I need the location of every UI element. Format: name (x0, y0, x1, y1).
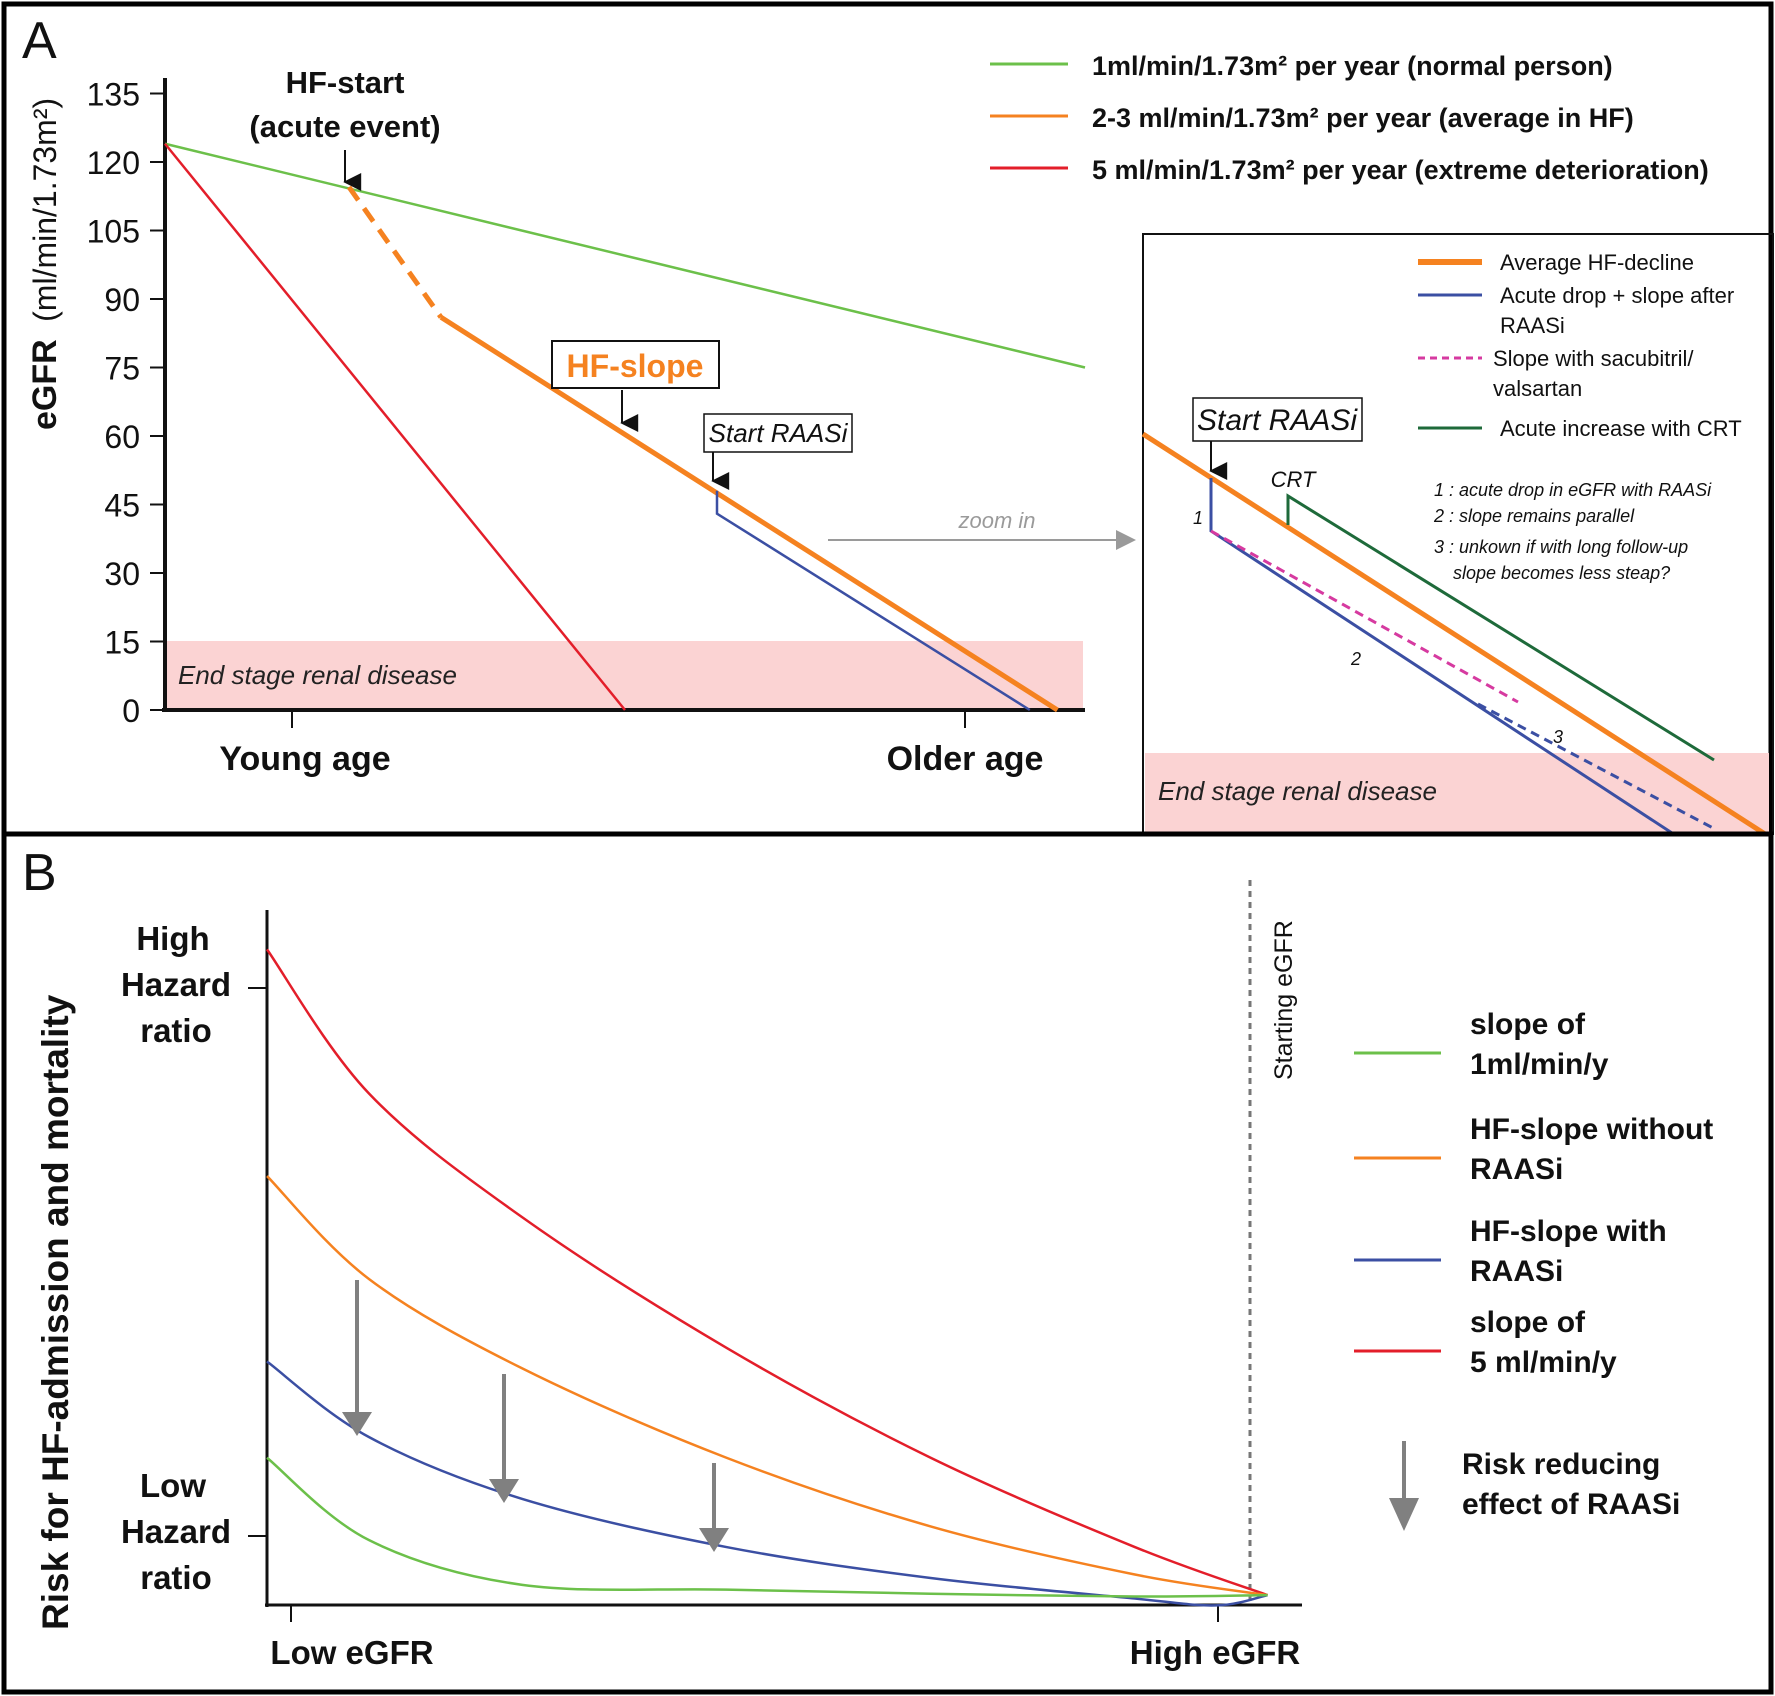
x-label-older-age: Older age (887, 740, 1044, 778)
legend-a-label-2: 5 ml/min/1.73m² per year (extreme deteri… (1092, 155, 1709, 185)
y-label-unit: (ml/min/1.73m²) (27, 98, 63, 322)
series-2-3-ml-min-1-73m-per-year-average-in-hf-dashed (346, 185, 444, 319)
legend-b-label-3-0: slope of (1470, 1306, 1586, 1339)
raasi-effect-arrowhead-icon-2 (699, 1528, 729, 1552)
panel-b-y-label: Risk for HF-admission and mortality (35, 994, 76, 1630)
inset-legend-label-3-0: Acute increase with CRT (1500, 416, 1742, 441)
x-label-high-egfr: High eGFR (1130, 1634, 1301, 1671)
raasi-effect-arrowhead-icon-0 (342, 1412, 372, 1436)
hf-start-label-line2: (acute event) (249, 109, 440, 144)
y-tick-label-15: 15 (104, 625, 140, 661)
x-label-young-age: Young age (219, 740, 390, 778)
series-start-raasi (715, 490, 1031, 712)
legend-a-label-1: 2-3 ml/min/1.73m² per year (average in H… (1092, 103, 1634, 133)
inset-average-hf-decline (1141, 431, 1767, 837)
high-hazard-line3: ratio (140, 1012, 212, 1049)
panel-b-letter: B (22, 844, 57, 902)
inset-legend: Average HF-decline Acute drop + slope aft… (1418, 250, 1742, 441)
inset-note-4: slope becomes less steap? (1453, 563, 1670, 583)
inset-series (1141, 431, 1767, 837)
high-hazard-label: High Hazard ratio (121, 920, 231, 1049)
y-tick-label-75: 75 (104, 351, 140, 387)
start-raasi-box (703, 413, 853, 453)
panel-b-legend: slope of 1ml/min/y HF-slope without RAASi HF… (1354, 1008, 1713, 1531)
inset-esrd-label: End stage renal disease (1158, 776, 1437, 806)
inset-legend-label-0-0: Average HF-decline (1500, 250, 1694, 275)
low-hazard-line1: Low (140, 1467, 206, 1504)
raasi-effect-arrowhead-icon-1 (489, 1479, 519, 1503)
legend-b-arrow-label-0: Risk reducing (1462, 1448, 1660, 1481)
low-hazard-line2: Hazard (121, 1513, 231, 1550)
inset-note-3: 3 : unkown if with long follow-up (1434, 537, 1688, 557)
high-hazard-line1: High (136, 920, 209, 957)
zoom-inset: End stage renal disease Start RAASi CRT … (1141, 233, 1774, 837)
series-hf-slope-without-raasi (266, 1175, 1268, 1597)
inset-legend-label-2-1: valsartan (1493, 376, 1582, 401)
inset-frame (1142, 233, 1774, 835)
legend-b-label-1-1: RAASi (1470, 1153, 1563, 1186)
series-2-3-ml-min-1-73m-per-year-average-in-hf (439, 315, 1059, 713)
hf-start-label-line1: HF-start (286, 65, 405, 100)
series-hf-slope-with-raasi (266, 1360, 1268, 1607)
mark-3: 3 (1553, 727, 1563, 747)
mark-2: 2 (1350, 649, 1361, 669)
inset-note-2: 2 : slope remains parallel (1433, 506, 1635, 526)
starting-egfr-label: Starting eGFR (1270, 920, 1298, 1080)
inset-legend-label-1-0: Acute drop + slope after (1500, 283, 1734, 308)
low-hazard-label: Low Hazard ratio (121, 1467, 231, 1596)
legend-b-arrow-label-1: effect of RAASi (1462, 1488, 1680, 1521)
panel-a-series (164, 142, 1086, 713)
y-tick-label-30: 30 (104, 556, 140, 592)
y-tick-label-90: 90 (104, 282, 140, 318)
inset-start-raasi-box (1192, 397, 1363, 442)
x-label-low-egfr: Low eGFR (270, 1634, 433, 1671)
zoom-in-label: zoom in (957, 508, 1035, 533)
panel-b-frame (1, 831, 1774, 1695)
low-hazard-line3: ratio (140, 1559, 212, 1596)
legend-b-label-2-1: RAASi (1470, 1255, 1563, 1288)
inset-start-raasi-label: Start RAASi (1197, 404, 1358, 437)
crt-label: CRT (1271, 467, 1317, 492)
y-tick-label-120: 120 (87, 145, 140, 181)
series-1ml-min-1-73m-per-year-normal-person (164, 142, 1086, 369)
y-tick-label-0: 0 (122, 693, 140, 729)
inset-legend-label-1-1: RAASi (1500, 313, 1565, 338)
legend-b-label-3-1: 5 ml/min/y (1470, 1346, 1617, 1379)
series-slope-of-1ml-min-y (266, 1456, 1268, 1598)
legend-b-arrow-icon (1389, 1498, 1419, 1531)
panel-a-letter: A (22, 12, 57, 70)
series-5-ml-min-1-73m-per-year-extreme-deterioration (164, 142, 626, 711)
raasi-effect-arrows (342, 1280, 729, 1552)
start-raasi-label: Start RAASi (709, 418, 849, 448)
panel-a-y-ticks: 135 120 105 90 75 60 45 30 15 0 (87, 77, 165, 729)
y-tick-label-135: 135 (87, 77, 140, 113)
y-tick-label-60: 60 (104, 419, 140, 455)
zoom-in-arrowhead-icon (1116, 530, 1136, 550)
hf-slope-box (551, 340, 720, 389)
y-tick-label-105: 105 (87, 214, 140, 250)
mark-1: 1 (1193, 508, 1203, 528)
inset-crt-increase (1286, 493, 1715, 762)
hf-slope-label: HF-slope (567, 348, 704, 384)
y-label-egfr: eGFR (26, 339, 64, 430)
legend-b-label-2-0: HF-slope with (1470, 1215, 1667, 1248)
inset-legend-label-2-0: Slope with sacubitril/ (1493, 346, 1694, 371)
inset-sacubitril-valsartan (1210, 529, 1519, 704)
y-tick-label-45: 45 (104, 488, 140, 524)
esrd-label: End stage renal disease (178, 660, 457, 690)
inset-note-1: 1 : acute drop in eGFR with RAASi (1434, 480, 1712, 500)
legend-b-label-1-0: HF-slope without (1470, 1113, 1713, 1146)
series-slope-of-5-ml-min-y (265, 948, 1269, 1597)
legend-b-label-0-0: slope of (1470, 1008, 1586, 1041)
legend-b-label-0-1: 1ml/min/y (1470, 1048, 1609, 1081)
legend-a-label-0: 1ml/min/1.73m² per year (normal person) (1092, 51, 1613, 81)
inset-esrd-band (1145, 753, 1769, 833)
panel-a-y-label: eGFR (ml/min/1.73m²) (26, 98, 64, 430)
esrd-band (165, 641, 1083, 708)
high-hazard-line2: Hazard (121, 966, 231, 1003)
panel-a-legend: 1ml/min/1.73m² per year (normal person) 2… (990, 51, 1709, 185)
panel-b-series (265, 948, 1269, 1607)
